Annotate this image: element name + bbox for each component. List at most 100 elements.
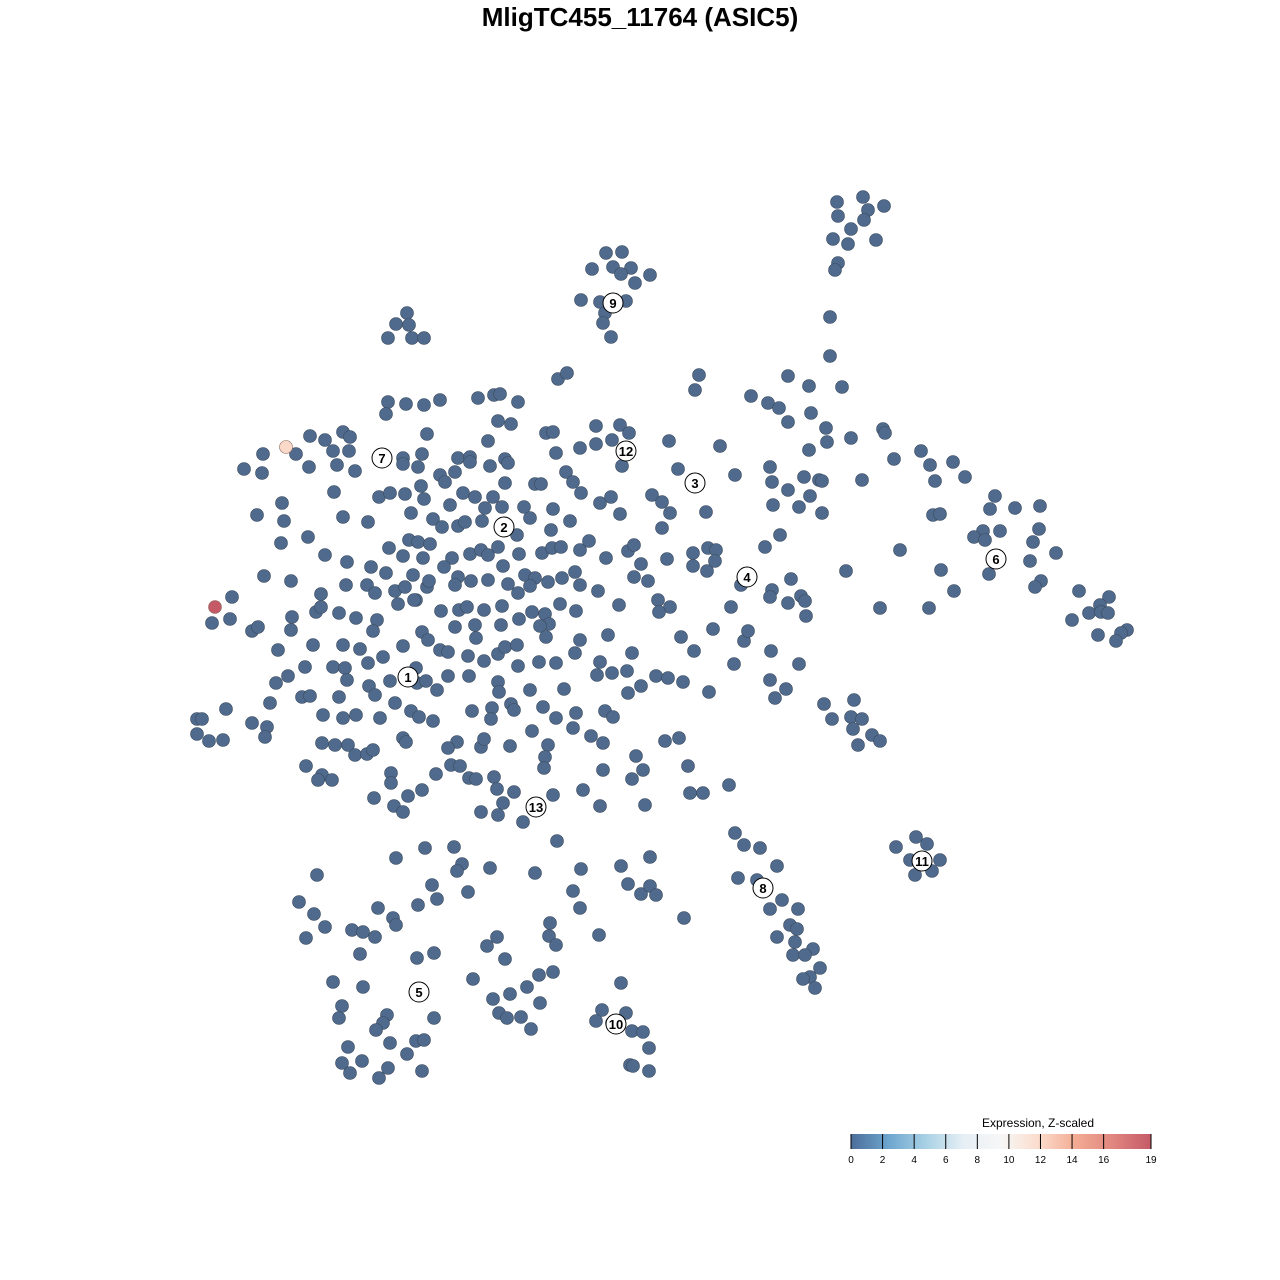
cell-point (281, 669, 295, 683)
cell-point (933, 853, 947, 867)
cell-point (256, 447, 270, 461)
cell-point (477, 603, 491, 617)
cluster-label-circle (752, 877, 774, 899)
cell-point (427, 946, 441, 960)
cluster-label-text: 5 (415, 985, 422, 1000)
cell-point (753, 841, 767, 855)
cell-point (560, 366, 574, 380)
cell-point (328, 738, 342, 752)
cell-point (546, 788, 560, 802)
cell-point (318, 920, 332, 934)
cell-point (660, 552, 674, 566)
cell-point (330, 458, 344, 472)
cell-point (766, 498, 780, 512)
color-legend: Expression, Z-scaled 0 2 4 6 8 10 12 14 16 19 (848, 1116, 1157, 1166)
points-layer (190, 190, 1134, 1085)
cell-point (255, 466, 269, 480)
cell-point (593, 799, 607, 813)
cell-point (792, 657, 806, 671)
cell-point (495, 599, 509, 613)
cell-point (958, 470, 972, 484)
cell-point (856, 190, 870, 204)
cell-point (802, 379, 816, 393)
cell-point (643, 850, 657, 864)
cell-point (878, 426, 892, 440)
cell-point (486, 992, 500, 1006)
cell-point (799, 609, 813, 623)
cluster-label: 2 (493, 516, 515, 538)
cluster-label-text: 9 (609, 296, 616, 311)
cell-point (1049, 546, 1063, 560)
cell-point (765, 475, 779, 489)
cell-point (336, 711, 350, 725)
cell-point (500, 1011, 514, 1025)
cell-point (563, 514, 577, 528)
cell-point (574, 862, 588, 876)
cell-point (250, 508, 264, 522)
cell-point (303, 429, 317, 443)
cell-point (441, 669, 455, 683)
cell-point (559, 465, 573, 479)
cluster-label-circle (408, 981, 430, 1003)
cell-point (741, 624, 755, 638)
chart-title: MligTC455_11764 (ASIC5) (481, 2, 799, 32)
cell-point (468, 618, 482, 632)
cell-point (541, 575, 555, 589)
cell-point (483, 861, 497, 875)
cell-point (503, 739, 517, 753)
cell-point (368, 688, 382, 702)
cell-point (825, 712, 839, 726)
cell-point (398, 580, 412, 594)
cell-point (523, 579, 537, 593)
cell-point (205, 616, 219, 630)
cell-point (582, 534, 596, 548)
cell-point (1082, 606, 1096, 620)
cell-point (451, 451, 465, 465)
cell-point (909, 830, 923, 844)
cell-point (316, 708, 330, 722)
cell-point (423, 537, 437, 551)
cell-point (566, 884, 580, 898)
cell-point (982, 567, 996, 581)
cell-point (407, 593, 421, 607)
cell-point (480, 939, 494, 953)
cell-point (536, 700, 550, 714)
cell-point (477, 654, 491, 668)
cell-point (589, 419, 603, 433)
cell-point (604, 490, 618, 504)
cell-point (336, 510, 350, 524)
cell-point (763, 673, 777, 687)
cell-point (284, 623, 298, 637)
cell-point (456, 486, 470, 500)
cell-point (422, 574, 436, 588)
cell-point (592, 928, 606, 942)
cell-point (596, 736, 610, 750)
cluster-label-text: 12 (619, 444, 633, 459)
cell-point (460, 600, 474, 614)
cell-point (1091, 628, 1105, 642)
cell-point (696, 786, 710, 800)
cell-point (349, 708, 363, 722)
cell-point (744, 389, 758, 403)
cell-point (450, 864, 464, 878)
cell-point (533, 619, 547, 633)
cell-point (353, 947, 367, 961)
cell-point (532, 655, 546, 669)
cell-point (934, 563, 948, 577)
cell-point (688, 383, 702, 397)
cell-point (379, 566, 393, 580)
cell-point (655, 521, 669, 535)
cell-point (993, 524, 1007, 538)
cell-point (614, 267, 628, 281)
cell-point (1026, 535, 1040, 549)
cell-point (763, 902, 777, 916)
cell-point (481, 548, 495, 562)
cell-point (491, 808, 505, 822)
cell-point (636, 763, 650, 777)
cell-point (426, 512, 440, 526)
cell-point (461, 885, 475, 899)
cell-point (702, 685, 716, 699)
cell-point (341, 1040, 355, 1054)
cell-point (708, 554, 722, 568)
cluster-label-text: 4 (743, 570, 751, 585)
